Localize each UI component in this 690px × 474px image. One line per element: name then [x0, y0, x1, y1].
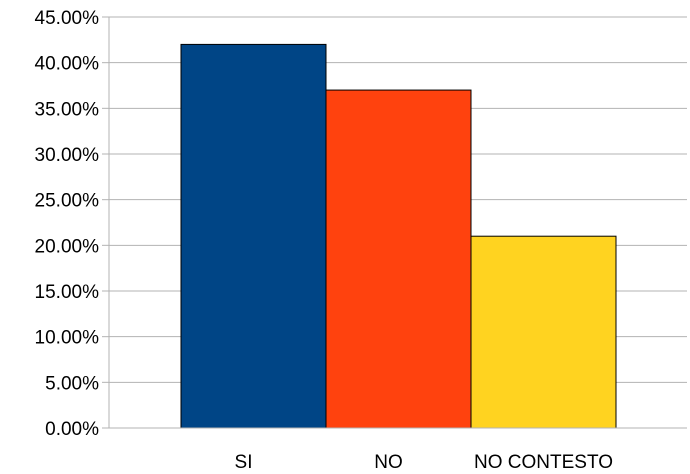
y-tick-label: 20.00% [35, 236, 100, 257]
bar-no-contesto [470, 235, 617, 429]
y-tick-label: 45.00% [35, 8, 100, 29]
y-tick-label: 15.00% [35, 282, 100, 303]
y-tick-label: 10.00% [35, 328, 100, 349]
y-tick-label: 35.00% [35, 99, 100, 120]
labels: 0.00% 5.00% 10.00% 15.00% 20.00% 25.00% 30.00%… [35, 8, 613, 473]
x-category-label: SI [235, 452, 253, 473]
x-category-label: NO [374, 452, 403, 473]
axes [102, 16, 687, 429]
bars [180, 43, 617, 429]
bar-si [180, 43, 327, 429]
y-tick-label: 5.00% [45, 373, 99, 394]
y-tick-label: 40.00% [35, 54, 100, 75]
y-tick-label: 25.00% [35, 191, 100, 212]
y-tick-label: 0.00% [45, 419, 99, 440]
x-category-label: NO CONTESTO [474, 452, 613, 473]
y-tick-label: 30.00% [35, 145, 100, 166]
bar-no [325, 89, 472, 429]
